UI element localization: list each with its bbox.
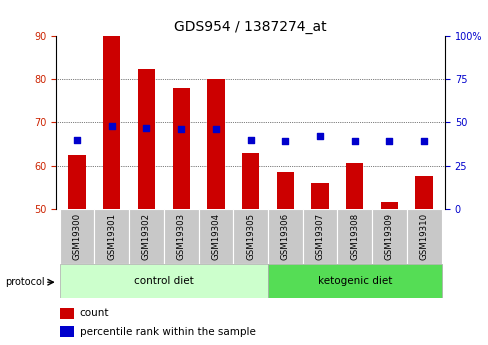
Bar — [60, 326, 74, 337]
Bar — [406, 209, 441, 264]
Text: count: count — [80, 308, 109, 318]
Bar — [337, 209, 371, 264]
Bar — [311, 183, 328, 209]
Bar — [60, 308, 74, 319]
Bar — [207, 79, 224, 209]
Bar — [302, 209, 337, 264]
Bar — [129, 209, 163, 264]
Point — [419, 139, 427, 144]
Bar — [346, 164, 363, 209]
Bar — [242, 152, 259, 209]
Text: ketogenic diet: ketogenic diet — [317, 276, 391, 286]
Bar — [371, 209, 406, 264]
Text: GSM19302: GSM19302 — [142, 213, 151, 260]
Point — [108, 123, 116, 129]
Text: GSM19303: GSM19303 — [176, 213, 185, 260]
Bar — [172, 88, 189, 209]
Bar — [163, 209, 198, 264]
Bar — [267, 209, 302, 264]
Bar — [94, 209, 129, 264]
Bar — [68, 155, 85, 209]
Point — [212, 127, 220, 132]
Bar — [276, 172, 293, 209]
Text: control diet: control diet — [134, 276, 193, 286]
Bar — [60, 209, 94, 264]
Text: GSM19306: GSM19306 — [280, 213, 289, 260]
Text: GSM19300: GSM19300 — [72, 213, 81, 260]
Text: percentile rank within the sample: percentile rank within the sample — [80, 327, 255, 337]
Title: GDS954 / 1387274_at: GDS954 / 1387274_at — [174, 20, 326, 34]
Text: GSM19308: GSM19308 — [349, 213, 359, 260]
Text: GSM19307: GSM19307 — [315, 213, 324, 260]
Point — [350, 139, 358, 144]
Text: GSM19304: GSM19304 — [211, 213, 220, 260]
Bar — [380, 202, 397, 209]
Point — [73, 137, 81, 142]
Text: GSM19309: GSM19309 — [384, 213, 393, 260]
Point — [142, 125, 150, 130]
Bar — [198, 209, 233, 264]
Point — [177, 127, 185, 132]
Bar — [415, 176, 432, 209]
Bar — [233, 209, 267, 264]
Text: GSM19305: GSM19305 — [245, 213, 255, 260]
Point — [385, 139, 392, 144]
Bar — [60, 264, 267, 298]
Text: protocol: protocol — [5, 277, 44, 287]
Point — [315, 134, 323, 139]
Bar — [103, 36, 120, 209]
Bar — [138, 69, 155, 209]
Text: GSM19310: GSM19310 — [419, 213, 428, 260]
Text: GSM19301: GSM19301 — [107, 213, 116, 260]
Point — [246, 137, 254, 142]
Bar — [267, 264, 441, 298]
Point — [281, 139, 288, 144]
